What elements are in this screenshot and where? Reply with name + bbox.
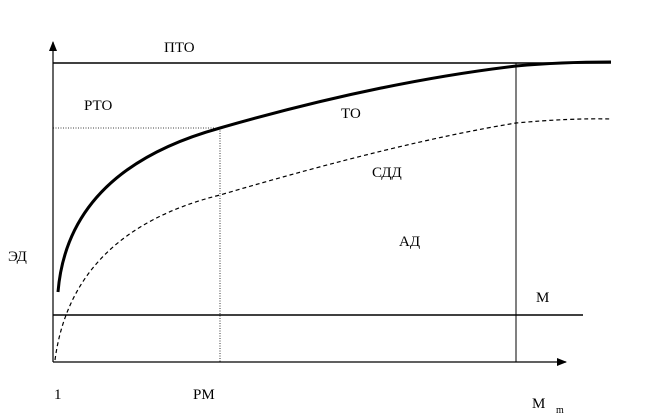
label: ТО	[341, 106, 361, 122]
dashed-curve	[54, 118, 612, 361]
x-end-subscript: m	[556, 405, 564, 416]
thick-curve	[56, 60, 612, 293]
label: М	[536, 290, 549, 306]
label: СДД	[372, 165, 402, 181]
label: РТО	[84, 98, 112, 114]
label: ПТО	[164, 40, 195, 56]
label: АД	[399, 234, 420, 250]
y-axis-label: ЭД	[8, 249, 27, 265]
x-end-label: М	[532, 396, 545, 412]
x-mark-label: РМ	[193, 387, 215, 403]
x-origin-label: 1	[54, 387, 62, 403]
